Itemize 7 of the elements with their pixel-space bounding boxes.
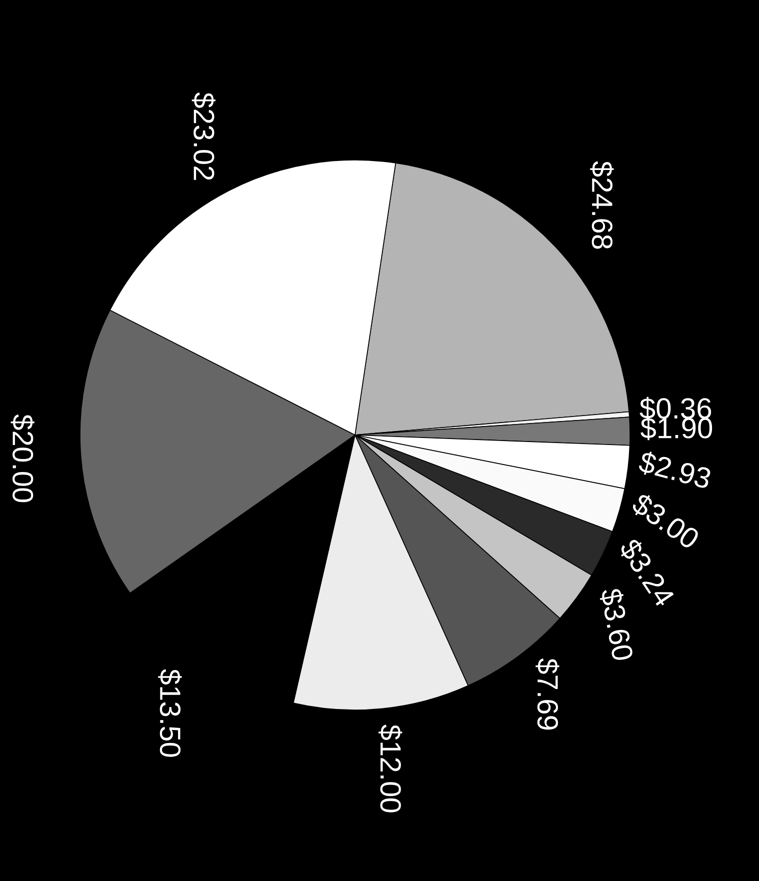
slice-label: $13.50 (158, 669, 182, 757)
slice-label: $12.00 (378, 724, 402, 812)
slice-label: $2.93 (637, 450, 712, 491)
slice-label: $24.68 (590, 161, 614, 249)
slice-label: $7.69 (536, 658, 560, 730)
slice-label: $20.00 (10, 414, 34, 502)
slice-label: $23.02 (192, 92, 216, 180)
